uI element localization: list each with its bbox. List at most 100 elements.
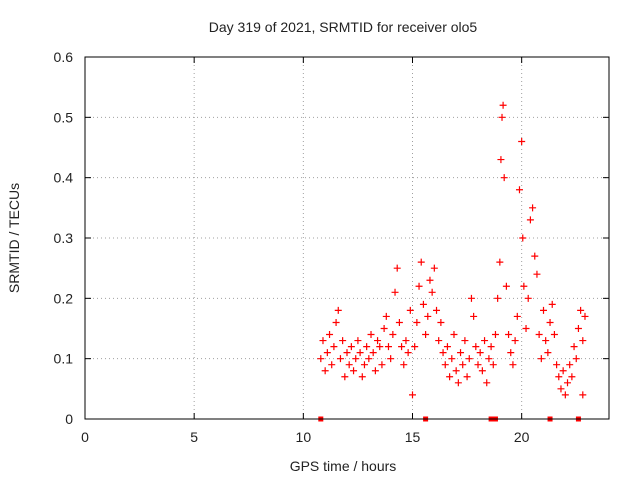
data-point <box>382 312 390 320</box>
data-point <box>347 343 355 351</box>
data-point <box>529 204 537 212</box>
data-point <box>424 312 432 320</box>
y-tick-label: 0.1 <box>54 351 74 367</box>
data-point <box>531 252 539 260</box>
data-point <box>498 113 506 121</box>
data-point <box>448 355 456 363</box>
data-point <box>579 391 587 399</box>
data-point <box>341 373 349 381</box>
data-point <box>363 343 371 351</box>
data-point <box>542 337 550 345</box>
data-point <box>470 312 478 320</box>
data-point <box>520 282 528 290</box>
data-point <box>454 379 462 387</box>
data-point <box>568 373 576 381</box>
data-point <box>402 337 410 345</box>
x-tick-label: 5 <box>190 429 198 445</box>
y-axis-label: SRMTID / TECUs <box>6 183 22 293</box>
data-point <box>489 361 497 369</box>
data-point <box>360 361 368 369</box>
chart-title: Day 319 of 2021, SRMTID for receiver olo… <box>209 19 478 35</box>
data-point <box>522 325 530 332</box>
data-point <box>352 355 360 363</box>
data-point <box>548 300 556 308</box>
y-tick-label: 0 <box>65 411 73 427</box>
data-point <box>478 367 486 375</box>
data-point <box>437 318 445 326</box>
data-point <box>494 294 502 302</box>
data-point <box>339 337 347 345</box>
data-point <box>515 186 523 194</box>
data-point <box>570 343 578 351</box>
data-point <box>519 234 527 242</box>
data-point <box>345 361 353 369</box>
data-point <box>550 331 558 339</box>
data-point <box>457 349 465 357</box>
data-point <box>326 331 334 339</box>
axis-ticks: 0 0.1 0.2 0.3 0.4 0.5 0.6 0 5 10 15 20 <box>54 49 609 445</box>
data-point <box>564 379 572 387</box>
data-point <box>435 337 443 345</box>
data-point <box>476 349 484 357</box>
data-point <box>323 349 331 357</box>
data-point <box>459 361 467 369</box>
data-point <box>330 343 338 351</box>
data-point <box>465 355 473 363</box>
data-point <box>540 306 547 314</box>
data-point <box>446 373 454 381</box>
data-point <box>499 101 507 109</box>
data-point <box>419 300 427 308</box>
data-point <box>559 367 567 375</box>
data-point <box>574 325 582 332</box>
data-point <box>526 216 534 224</box>
data-point <box>433 306 441 314</box>
y-tick-label: 0.3 <box>54 230 74 246</box>
data-point <box>426 276 434 284</box>
y-tick-label: 0.4 <box>54 170 74 186</box>
data-point <box>378 361 386 369</box>
data-point <box>472 343 480 351</box>
data-markers <box>317 101 589 422</box>
data-point <box>367 331 375 339</box>
data-point <box>450 331 458 339</box>
data-point <box>524 294 532 302</box>
x-axis-label: GPS time / hours <box>290 458 397 474</box>
data-point <box>343 349 351 357</box>
data-point <box>321 367 329 375</box>
data-point <box>502 282 510 290</box>
data-point <box>467 294 475 302</box>
data-point <box>428 288 436 296</box>
data-point <box>439 349 447 357</box>
data-point <box>544 349 552 357</box>
data-point <box>505 331 513 339</box>
data-point <box>374 337 382 345</box>
data-point <box>533 270 541 278</box>
data-point <box>463 373 471 381</box>
data-point <box>485 355 493 363</box>
data-point <box>443 343 451 351</box>
data-point <box>422 331 430 339</box>
data-point <box>411 343 419 351</box>
data-point <box>581 312 589 320</box>
data-point <box>579 337 587 345</box>
x-tick-label: 0 <box>81 429 89 445</box>
data-point <box>332 318 340 326</box>
data-point <box>376 343 384 351</box>
data-point <box>537 355 545 363</box>
data-point <box>387 355 395 363</box>
data-point <box>358 373 366 381</box>
data-point <box>481 337 489 345</box>
data-point <box>395 318 403 326</box>
data-point <box>371 367 379 375</box>
data-point <box>553 361 561 369</box>
data-point <box>557 385 565 393</box>
data-point <box>513 312 521 320</box>
data-point <box>511 337 519 345</box>
data-point <box>474 361 482 369</box>
data-point <box>369 349 377 357</box>
data-point <box>452 367 460 375</box>
data-point <box>518 137 526 145</box>
data-point <box>391 288 399 296</box>
data-point <box>384 343 392 351</box>
